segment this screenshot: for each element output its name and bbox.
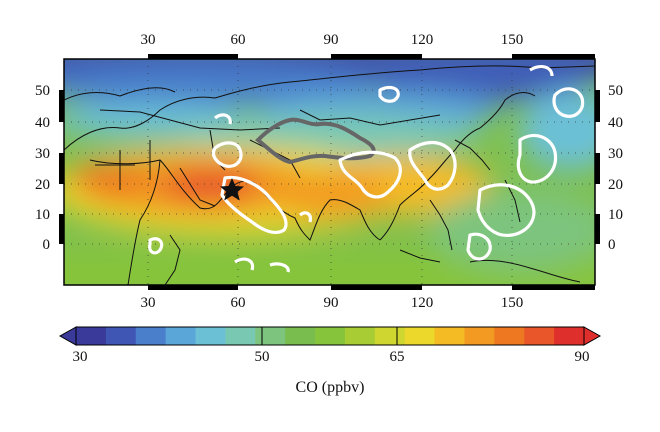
dotted-grid [64,59,595,285]
lat-label-left: 30 [35,146,50,162]
colorbar-segment [165,327,197,345]
white-contours [148,65,585,273]
colorbar-segment [225,327,256,345]
lon-labels-bottom: 30 60 90 120 150 [141,295,524,311]
star-icon [220,178,244,201]
lat-labels-right: 0 10 20 30 40 50 [608,83,623,253]
colorbar-tick-label: 90 [575,349,590,365]
lat-label-left: 0 [43,237,51,253]
colorbar-segment [374,327,406,345]
lat-label-right: 10 [608,207,623,223]
lat-label-left: 10 [35,207,50,223]
lon-labels-top: 30 60 90 120 150 [141,32,524,48]
colorbar-segment [524,327,555,345]
colorbar-tick-label: 65 [390,349,405,365]
lat-label-left: 50 [35,83,50,99]
lon-label-bottom: 150 [501,295,524,311]
colorbar-title: CO (ppbv) [296,379,365,396]
lat-label-right: 0 [608,237,616,253]
lon-label-bottom: 30 [141,295,156,311]
lon-label-bottom: 120 [411,295,434,311]
colorbar-segment [135,327,167,345]
colorbar-segments [76,327,585,345]
colorbar-arrow-left [58,326,77,346]
lon-label-top: 150 [501,32,524,48]
lat-label-right: 50 [608,83,623,99]
lat-label-right: 20 [608,177,623,193]
lon-label-top: 90 [324,32,339,48]
lat-label-right: 40 [608,115,623,131]
colorbar-segment [76,327,107,345]
frame-segments [59,54,600,290]
colorbar-segment [255,327,286,345]
colorbar: 30 50 65 90 CO (ppbv) [58,326,602,396]
lon-label-bottom: 90 [324,295,339,311]
gray-contour [255,117,376,165]
lat-label-left: 40 [35,115,50,131]
lat-label-left: 20 [35,177,50,193]
colorbar-segment [315,327,346,345]
lat-label-right: 30 [608,146,623,162]
colorbar-segment [285,327,316,345]
lon-label-bottom: 60 [231,295,246,311]
colorbar-arrow-right [583,326,602,346]
colorbar-segment [344,327,376,345]
colorbar-frame [75,326,585,346]
colorbar-segment [494,327,525,345]
lon-label-top: 30 [141,32,156,48]
lat-labels-left: 0 10 20 30 40 50 [35,83,50,253]
colorbar-segment [554,327,585,345]
colorbar-segment [464,327,495,345]
colorbar-segment [195,327,227,345]
lon-label-top: 60 [231,32,246,48]
colorbar-segment [434,327,466,345]
colorbar-tick-label: 50 [255,349,270,365]
colorbar-tick-label: 30 [73,349,88,365]
lon-label-top: 120 [411,32,434,48]
co-field [64,59,595,285]
colorbar-segment [105,327,137,345]
colorbar-segment [404,327,436,345]
